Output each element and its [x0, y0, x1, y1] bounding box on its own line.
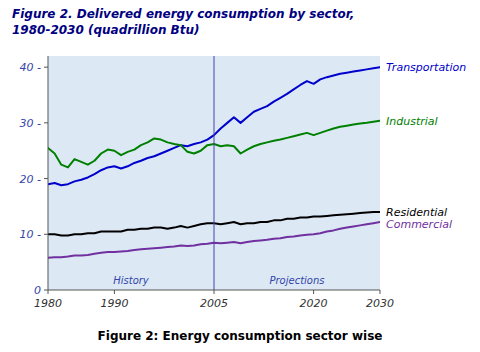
y-axis-line	[48, 56, 49, 290]
y-tick-label: 40 -	[20, 61, 41, 74]
x-tick-label: 2005	[200, 297, 228, 310]
x-tick	[214, 290, 215, 294]
y-tick-label: 0	[34, 284, 41, 297]
x-tick-label: 2020	[300, 297, 328, 310]
series-group	[48, 56, 380, 290]
y-tick	[44, 67, 48, 68]
annotation: History	[113, 275, 150, 286]
x-tick	[114, 290, 115, 294]
x-tick-label: 1990	[100, 297, 128, 310]
divider-line	[214, 56, 215, 290]
y-tick-label: 30 -	[20, 117, 41, 130]
y-tick	[44, 122, 48, 123]
x-tick	[380, 290, 381, 294]
x-tick	[313, 290, 314, 294]
caption: Figure 2: Energy consumption sector wise	[98, 329, 383, 343]
chart: Figure 2. Delivered energy consumption b…	[0, 0, 480, 352]
title: Figure 2. Delivered energy consumption b…	[12, 7, 354, 21]
annotation: Projections	[269, 275, 324, 286]
x-tick-label: 1980	[34, 297, 62, 310]
x-tick	[48, 290, 49, 294]
x-tick-label: 2030	[366, 297, 394, 310]
y-tick-label: 10 -	[20, 228, 41, 241]
y-tick	[44, 234, 48, 235]
series-label: Industrial	[386, 115, 438, 128]
subtitle: 1980-2030 (quadrillion Btu)	[12, 23, 200, 37]
series-label: Transportation	[386, 61, 466, 74]
y-tick	[44, 178, 48, 179]
y-tick-label: 20 -	[20, 173, 41, 186]
series-label: Commercial	[386, 218, 452, 231]
y-tick	[44, 290, 48, 291]
plot-area	[48, 56, 380, 290]
